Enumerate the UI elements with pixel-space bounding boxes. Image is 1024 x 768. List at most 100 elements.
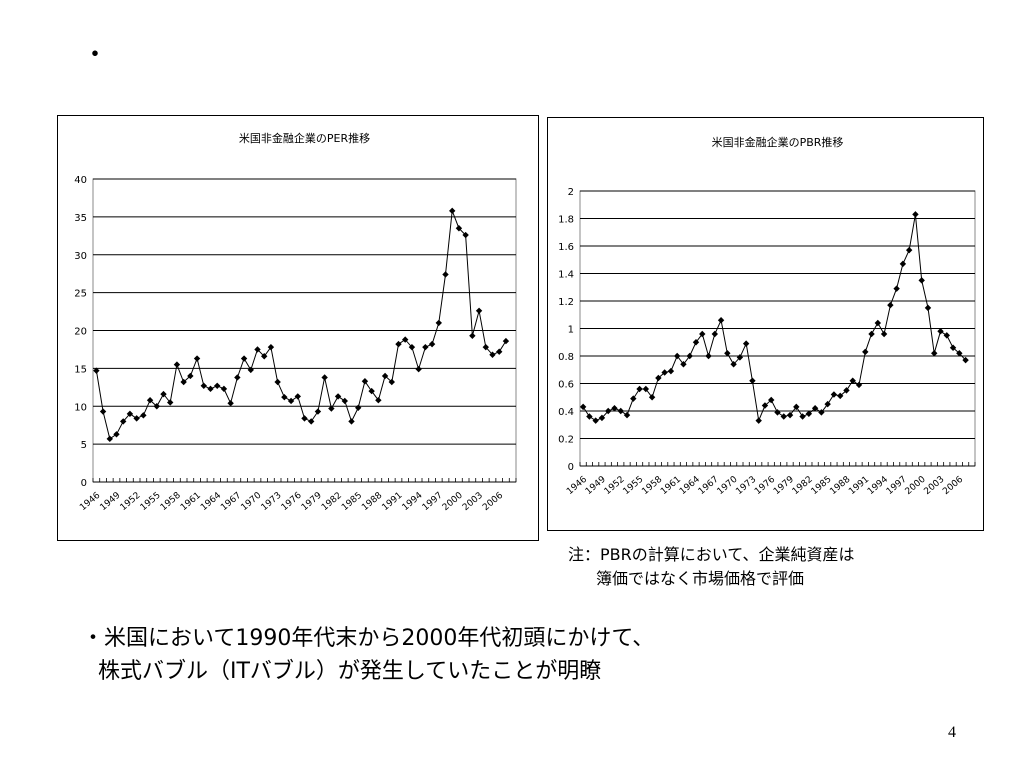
data-point <box>855 381 863 389</box>
data-point <box>449 207 456 215</box>
data-point <box>482 343 489 351</box>
data-point <box>99 408 107 415</box>
y-tick-label: 0.8 <box>558 352 574 363</box>
x-tick-label: 1985 <box>340 491 364 513</box>
note-line-2: 簿価ではなく市場価格で評価 <box>596 569 805 588</box>
data-point <box>724 350 731 357</box>
y-tick-label: 1.6 <box>558 242 574 253</box>
data-point <box>475 307 483 315</box>
data-point <box>830 391 838 398</box>
data-point <box>234 374 241 381</box>
data-point <box>408 343 416 351</box>
data-point <box>428 340 436 348</box>
x-tick-label: 1982 <box>320 491 344 513</box>
data-point <box>93 367 100 374</box>
x-tick-label: 1991 <box>847 475 871 497</box>
data-point <box>962 356 969 364</box>
x-tick-label: 1961 <box>179 491 203 513</box>
data-point <box>799 413 806 420</box>
data-point <box>455 225 463 232</box>
data-point <box>780 413 787 420</box>
data-point <box>120 418 127 425</box>
data-point <box>711 330 719 338</box>
data-point <box>247 366 254 374</box>
y-tick-label: 0 <box>568 462 574 473</box>
y-tick-label: 2 <box>568 187 574 198</box>
data-point <box>496 348 503 355</box>
data-point <box>227 400 234 407</box>
x-tick-label: 1970 <box>716 474 740 497</box>
y-tick-label: 15 <box>74 364 87 375</box>
data-point <box>880 330 888 338</box>
data-point <box>321 374 328 381</box>
x-tick-label: 1964 <box>199 490 223 513</box>
data-point <box>294 393 301 400</box>
slide-title: ・ <box>82 40 109 70</box>
data-point <box>375 396 382 404</box>
x-tick-label: 2003 <box>922 475 946 497</box>
bullet-line-2: 株式バブル（ITバブル）が発生していたことが明瞭 <box>98 659 602 684</box>
data-point <box>611 405 618 412</box>
data-point <box>422 343 429 351</box>
data-point <box>146 396 154 404</box>
data-point <box>699 330 706 338</box>
pbr-chart: 米国非金融企業のPBR推移 0 0.2 0.4 0.6 0.8 1 1.2 1.4 1.6 1.8 2… <box>558 135 976 497</box>
chart-title: 米国非金融企業のPER推移 <box>239 131 370 145</box>
data-point <box>843 387 850 394</box>
y-tick-label: 0.4 <box>558 407 574 418</box>
data-point <box>106 435 113 443</box>
x-tick-label: 1961 <box>659 475 683 497</box>
x-tick-label: 1979 <box>300 490 324 513</box>
x-tick-label: 1967 <box>697 475 721 497</box>
data-point <box>469 332 476 340</box>
data-point <box>761 402 769 409</box>
y-tick-label: 35 <box>74 213 87 224</box>
data-point <box>113 431 120 438</box>
data-point <box>586 413 593 420</box>
data-point <box>395 340 402 348</box>
data-point <box>368 387 375 395</box>
data-point <box>623 411 631 419</box>
data-point <box>849 377 856 384</box>
data-point <box>328 405 335 412</box>
x-tick-label: 1973 <box>734 475 758 497</box>
data-point <box>786 411 794 419</box>
data-point <box>381 372 389 380</box>
data-point <box>918 277 925 284</box>
x-tick-label: 1952 <box>119 491 143 513</box>
data-point <box>267 343 275 351</box>
data-point <box>893 285 900 292</box>
data-point <box>240 355 248 362</box>
x-tick-label: 1997 <box>421 491 445 513</box>
data-point <box>755 417 762 424</box>
x-tick-label: 1964 <box>678 474 702 497</box>
data-point <box>630 395 637 402</box>
y-tick-label: 30 <box>74 251 87 262</box>
y-tick-label: 1.2 <box>558 297 574 308</box>
data-point <box>435 319 442 327</box>
data-point <box>818 409 825 416</box>
data-point <box>214 382 221 389</box>
data-point <box>742 340 750 347</box>
data-point <box>636 385 643 393</box>
bullet-line-1: ・米国において1990年代末から2000年代初頭にかけて、 <box>82 626 655 651</box>
data-point <box>187 372 194 380</box>
data-point <box>254 346 261 353</box>
pbr-chart-panel: 米国非金融企業のPBR推移 0 0.2 0.4 0.6 0.8 1 1.2 1.4 1.6 1.8 2… <box>547 117 984 531</box>
chart-title: 米国非金融企業のPBR推移 <box>712 135 844 149</box>
data-point <box>811 405 819 412</box>
summary-bullet: ・米国において1990年代末から2000年代初頭にかけて、 株式バブル（ITバブ… <box>82 622 654 688</box>
x-tick-label: 1949 <box>98 490 122 513</box>
data-point <box>334 393 342 400</box>
data-point <box>943 332 950 339</box>
data-point <box>415 365 422 373</box>
y-tick-label: 10 <box>74 402 87 413</box>
data-point <box>167 399 174 406</box>
per-chart-panel: 米国非金融企業のPER推移 0 5 10 15 20 25 30 35 40 1946 1949 195… <box>57 115 539 541</box>
data-point <box>598 414 606 422</box>
data-point <box>341 397 348 405</box>
data-point <box>862 348 869 356</box>
data-point <box>200 382 207 389</box>
y-tick-label: 40 <box>74 175 87 186</box>
data-point <box>692 339 700 346</box>
